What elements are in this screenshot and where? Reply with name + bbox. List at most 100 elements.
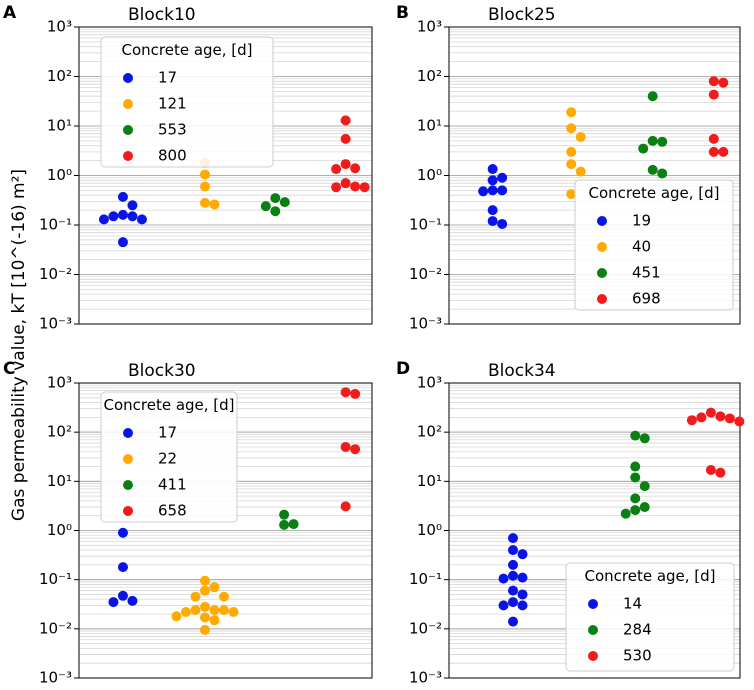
series-17 xyxy=(98,191,147,248)
legend-title: Concrete age, [d] xyxy=(103,396,234,414)
series-698 xyxy=(708,76,729,157)
data-point xyxy=(508,533,519,544)
legend-marker xyxy=(597,268,607,278)
data-point xyxy=(487,216,498,227)
legend-marker xyxy=(123,99,133,109)
legend-marker xyxy=(123,125,133,135)
data-point xyxy=(487,185,498,196)
data-point xyxy=(331,164,342,175)
legend-marker xyxy=(123,151,133,161)
y-tick-label: 10⁻³ xyxy=(39,669,72,687)
data-point xyxy=(209,605,220,616)
panel-title: Block25 xyxy=(488,5,556,25)
y-tick-label: 10⁻³ xyxy=(409,669,442,687)
data-point xyxy=(575,131,586,142)
legend-label: 553 xyxy=(158,121,187,139)
data-point xyxy=(199,601,210,612)
series-553 xyxy=(260,193,290,217)
data-point xyxy=(566,107,577,118)
series-40 xyxy=(566,107,586,200)
panel-C: 10⁻³ 10⁻² 10⁻¹ 10⁰ 10¹ 10² 10³ Block30 C Concrete… xyxy=(3,359,373,687)
legend-title: Concrete age, [d] xyxy=(588,184,719,202)
legend-marker xyxy=(588,625,598,635)
data-point xyxy=(218,605,229,616)
data-point xyxy=(288,519,299,530)
data-point xyxy=(136,214,147,225)
data-point xyxy=(566,159,577,170)
y-tick-label: 10⁰ xyxy=(417,521,442,539)
legend-marker xyxy=(597,294,607,304)
y-tick-label: 10² xyxy=(417,423,442,441)
data-point xyxy=(199,585,210,596)
legend-box xyxy=(100,391,238,523)
legend-label: 800 xyxy=(158,147,187,165)
legend-marker xyxy=(123,480,133,490)
legend-box xyxy=(574,179,734,311)
data-point xyxy=(279,519,290,530)
y-tick-label: 10⁻¹ xyxy=(39,216,72,234)
data-point xyxy=(218,591,229,602)
legend-label: 121 xyxy=(158,95,187,113)
data-point xyxy=(340,133,351,144)
data-point xyxy=(705,465,716,476)
series-17 xyxy=(108,527,138,608)
data-point xyxy=(708,146,719,157)
panel-letter: D xyxy=(396,359,410,379)
y-tick-label: 10¹ xyxy=(47,117,72,135)
data-point xyxy=(331,182,342,193)
y-tick-label: 10⁻¹ xyxy=(39,570,72,588)
y-tick-label: 10⁻² xyxy=(39,265,72,283)
data-point xyxy=(127,200,138,211)
legend-label: 698 xyxy=(632,290,661,308)
data-point xyxy=(718,77,729,88)
y-tick-label: 10³ xyxy=(47,18,72,36)
legend: Concrete age, [d] 17 22 411 658 xyxy=(100,391,238,523)
data-point xyxy=(718,146,729,157)
y-tick-label: 10⁻² xyxy=(409,265,442,283)
data-point xyxy=(686,415,697,426)
series-800 xyxy=(331,115,370,193)
panel-A: 10⁻³ 10⁻² 10⁻¹ 10⁰ 10¹ 10² 10³ Block10 A Concrete… xyxy=(3,3,373,333)
data-point xyxy=(630,505,641,516)
data-point xyxy=(209,615,220,626)
legend-label: 40 xyxy=(632,238,651,256)
data-point xyxy=(497,185,508,196)
data-point xyxy=(639,433,650,444)
data-point xyxy=(734,416,745,427)
legend-marker xyxy=(588,651,598,661)
data-point xyxy=(340,115,351,126)
data-point xyxy=(620,508,631,519)
y-tick-label: 10² xyxy=(417,67,442,85)
data-point xyxy=(639,502,650,513)
data-point xyxy=(696,412,707,423)
data-point xyxy=(279,509,290,520)
legend-label: 19 xyxy=(632,212,651,230)
data-point xyxy=(171,611,182,622)
y-tick-label: 10³ xyxy=(47,374,72,392)
data-point xyxy=(117,590,128,601)
data-point xyxy=(270,206,281,217)
data-point xyxy=(708,76,719,87)
legend-marker xyxy=(597,216,607,226)
panel-title: Block30 xyxy=(128,361,196,381)
panel-B: 10⁻³ 10⁻² 10⁻¹ 10⁰ 10¹ 10² 10³ Block25 B Concrete… xyxy=(396,3,741,333)
legend-label: 451 xyxy=(632,264,661,282)
data-point xyxy=(350,388,361,399)
data-point xyxy=(190,605,201,616)
y-tick-label: 10⁻³ xyxy=(39,315,72,333)
data-point xyxy=(127,211,138,222)
data-point xyxy=(630,493,641,504)
panel-letter: C xyxy=(3,359,15,379)
series-530 xyxy=(686,407,745,478)
data-point xyxy=(715,411,726,422)
data-point xyxy=(270,193,281,204)
y-tick-label: 10¹ xyxy=(417,117,442,135)
series-14 xyxy=(498,533,528,627)
data-point xyxy=(199,169,210,180)
y-tick-label: 10³ xyxy=(417,18,442,36)
legend-title: Concrete age, [d] xyxy=(121,41,252,59)
legend-marker xyxy=(123,506,133,516)
data-point xyxy=(350,163,361,174)
legend-label: 14 xyxy=(623,595,642,613)
data-point xyxy=(647,135,658,146)
